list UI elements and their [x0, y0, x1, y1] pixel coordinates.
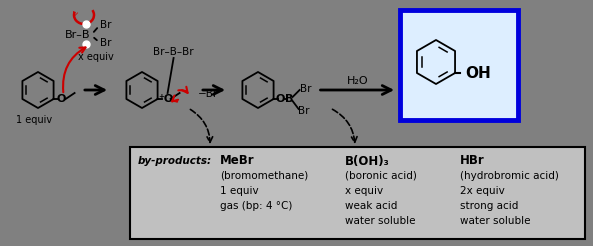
- Text: (boronic acid): (boronic acid): [345, 171, 417, 181]
- Text: Br: Br: [100, 38, 111, 48]
- Text: HBr: HBr: [460, 154, 484, 168]
- Text: 2x equiv: 2x equiv: [460, 186, 505, 196]
- Text: Br: Br: [299, 84, 311, 94]
- Text: B: B: [285, 94, 294, 104]
- Text: x equiv: x equiv: [78, 52, 114, 62]
- Text: OH: OH: [465, 65, 491, 80]
- Text: (bromomethane): (bromomethane): [220, 171, 308, 181]
- Text: water soluble: water soluble: [345, 216, 416, 226]
- Text: Br–B–Br: Br–B–Br: [153, 47, 194, 57]
- Text: water soluble: water soluble: [460, 216, 531, 226]
- Text: by-products:: by-products:: [138, 156, 212, 166]
- Text: weak acid: weak acid: [345, 201, 397, 211]
- Text: Br: Br: [100, 20, 111, 30]
- Text: (hydrobromic acid): (hydrobromic acid): [460, 171, 559, 181]
- Text: O: O: [276, 94, 285, 104]
- Text: ⁺O: ⁺O: [158, 94, 173, 104]
- Text: 1 equiv: 1 equiv: [220, 186, 259, 196]
- FancyBboxPatch shape: [400, 10, 518, 120]
- Text: −Br: −Br: [197, 89, 218, 99]
- Text: B(OH)₃: B(OH)₃: [345, 154, 390, 168]
- Text: 1 equiv: 1 equiv: [16, 115, 52, 125]
- Text: H₂O: H₂O: [346, 76, 368, 86]
- Text: x equiv: x equiv: [345, 186, 383, 196]
- Text: Br: Br: [298, 106, 309, 116]
- Text: strong acid: strong acid: [460, 201, 518, 211]
- Text: gas (bp: 4 °C): gas (bp: 4 °C): [220, 201, 292, 211]
- Text: MeBr: MeBr: [220, 154, 254, 168]
- Text: Br–B: Br–B: [65, 30, 91, 40]
- Text: O: O: [57, 94, 66, 104]
- FancyBboxPatch shape: [130, 147, 585, 239]
